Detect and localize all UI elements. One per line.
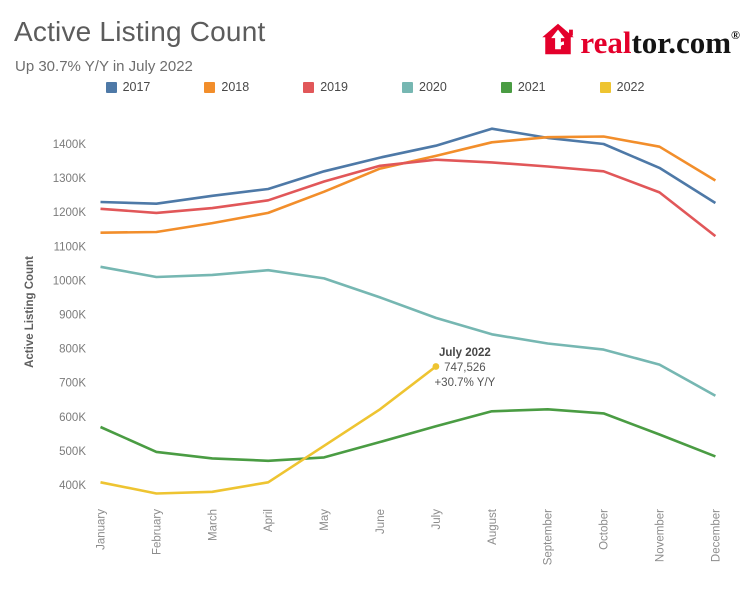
annotation-value: 747,526 [444, 362, 486, 374]
line-chart: 1400K 1300K 1200K 1100K 1000K 900K 800K 700K 600… [0, 100, 750, 600]
annotation-title: July 2022 [439, 347, 491, 359]
legend-item-2018[interactable]: 2018 [204, 80, 249, 94]
y-tick-label: 900K [59, 310, 86, 322]
legend-swatch-2017 [105, 81, 117, 93]
y-tick-label: 400K [59, 480, 86, 492]
legend-swatch-2019 [303, 81, 315, 93]
x-tick-label: November [655, 509, 667, 562]
series-end-point-2022[interactable] [432, 363, 440, 370]
x-tick-label: May [319, 509, 331, 531]
page-subtitle: Up 30.7% Y/Y in July 2022 [15, 58, 193, 75]
realtor-logo[interactable]: realtor.com® [540, 18, 740, 60]
series-line-2019[interactable] [100, 158, 717, 238]
y-tick-label: 500K [59, 446, 86, 458]
x-tick-label: January [96, 509, 108, 550]
y-tick-label: 1100K [54, 241, 87, 253]
legend-swatch-2018 [204, 81, 216, 93]
realtor-wordmark: realtor.com® [580, 25, 740, 60]
legend-item-2020[interactable]: 2020 [402, 80, 447, 94]
series-line-2017[interactable] [100, 127, 717, 205]
legend-item-2017[interactable]: 2017 [105, 80, 151, 94]
legend-swatch-2021 [500, 81, 512, 93]
x-tick-label: February [151, 509, 163, 555]
x-tick-label: August [487, 508, 499, 545]
annotation-change: +30.7% Y/Y [434, 377, 495, 389]
page-title: Active Listing Count [14, 16, 266, 47]
x-tick-label: December [710, 509, 722, 562]
legend-swatch-2020 [402, 81, 413, 93]
y-axis-title: Active Listing Count [24, 256, 36, 368]
y-tick-label: 1000K [53, 275, 87, 287]
x-tick-label: September [543, 509, 555, 565]
y-tick-label: 700K [59, 378, 86, 390]
legend: 2017 2018 2019 2020 2021 2022 [0, 80, 750, 94]
x-tick-label: October [599, 509, 611, 550]
series-line-2022[interactable] [100, 365, 437, 495]
legend-label: 2022 [616, 80, 645, 94]
legend-item-2019[interactable]: 2019 [303, 80, 348, 94]
y-tick-label: 800K [59, 344, 86, 356]
y-tick-label: 1400K [53, 139, 87, 151]
series-line-2020[interactable] [100, 265, 717, 397]
x-tick-label: April [263, 509, 275, 532]
x-tick-label: March [207, 509, 219, 541]
legend-label: 2017 [122, 80, 151, 94]
legend-label: 2018 [221, 80, 250, 94]
y-tick-label: 1300K [53, 173, 87, 185]
y-tick-label: 600K [59, 412, 86, 424]
realtor-house-icon [542, 23, 575, 55]
legend-label: 2019 [320, 80, 348, 94]
x-tick-label: June [375, 509, 387, 534]
chart-svg: 1400K 1300K 1200K 1100K 1000K 900K 800K 700K 600… [24, 127, 722, 565]
legend-item-2021[interactable]: 2021 [500, 80, 546, 94]
legend-label: 2020 [419, 80, 447, 94]
x-tick-label: July [431, 509, 443, 530]
legend-item-2022[interactable]: 2022 [599, 80, 645, 94]
series-line-2021[interactable] [99, 407, 716, 463]
legend-label: 2021 [517, 80, 546, 94]
y-tick-label: 1200K [53, 207, 87, 219]
legend-swatch-2022 [599, 81, 611, 93]
